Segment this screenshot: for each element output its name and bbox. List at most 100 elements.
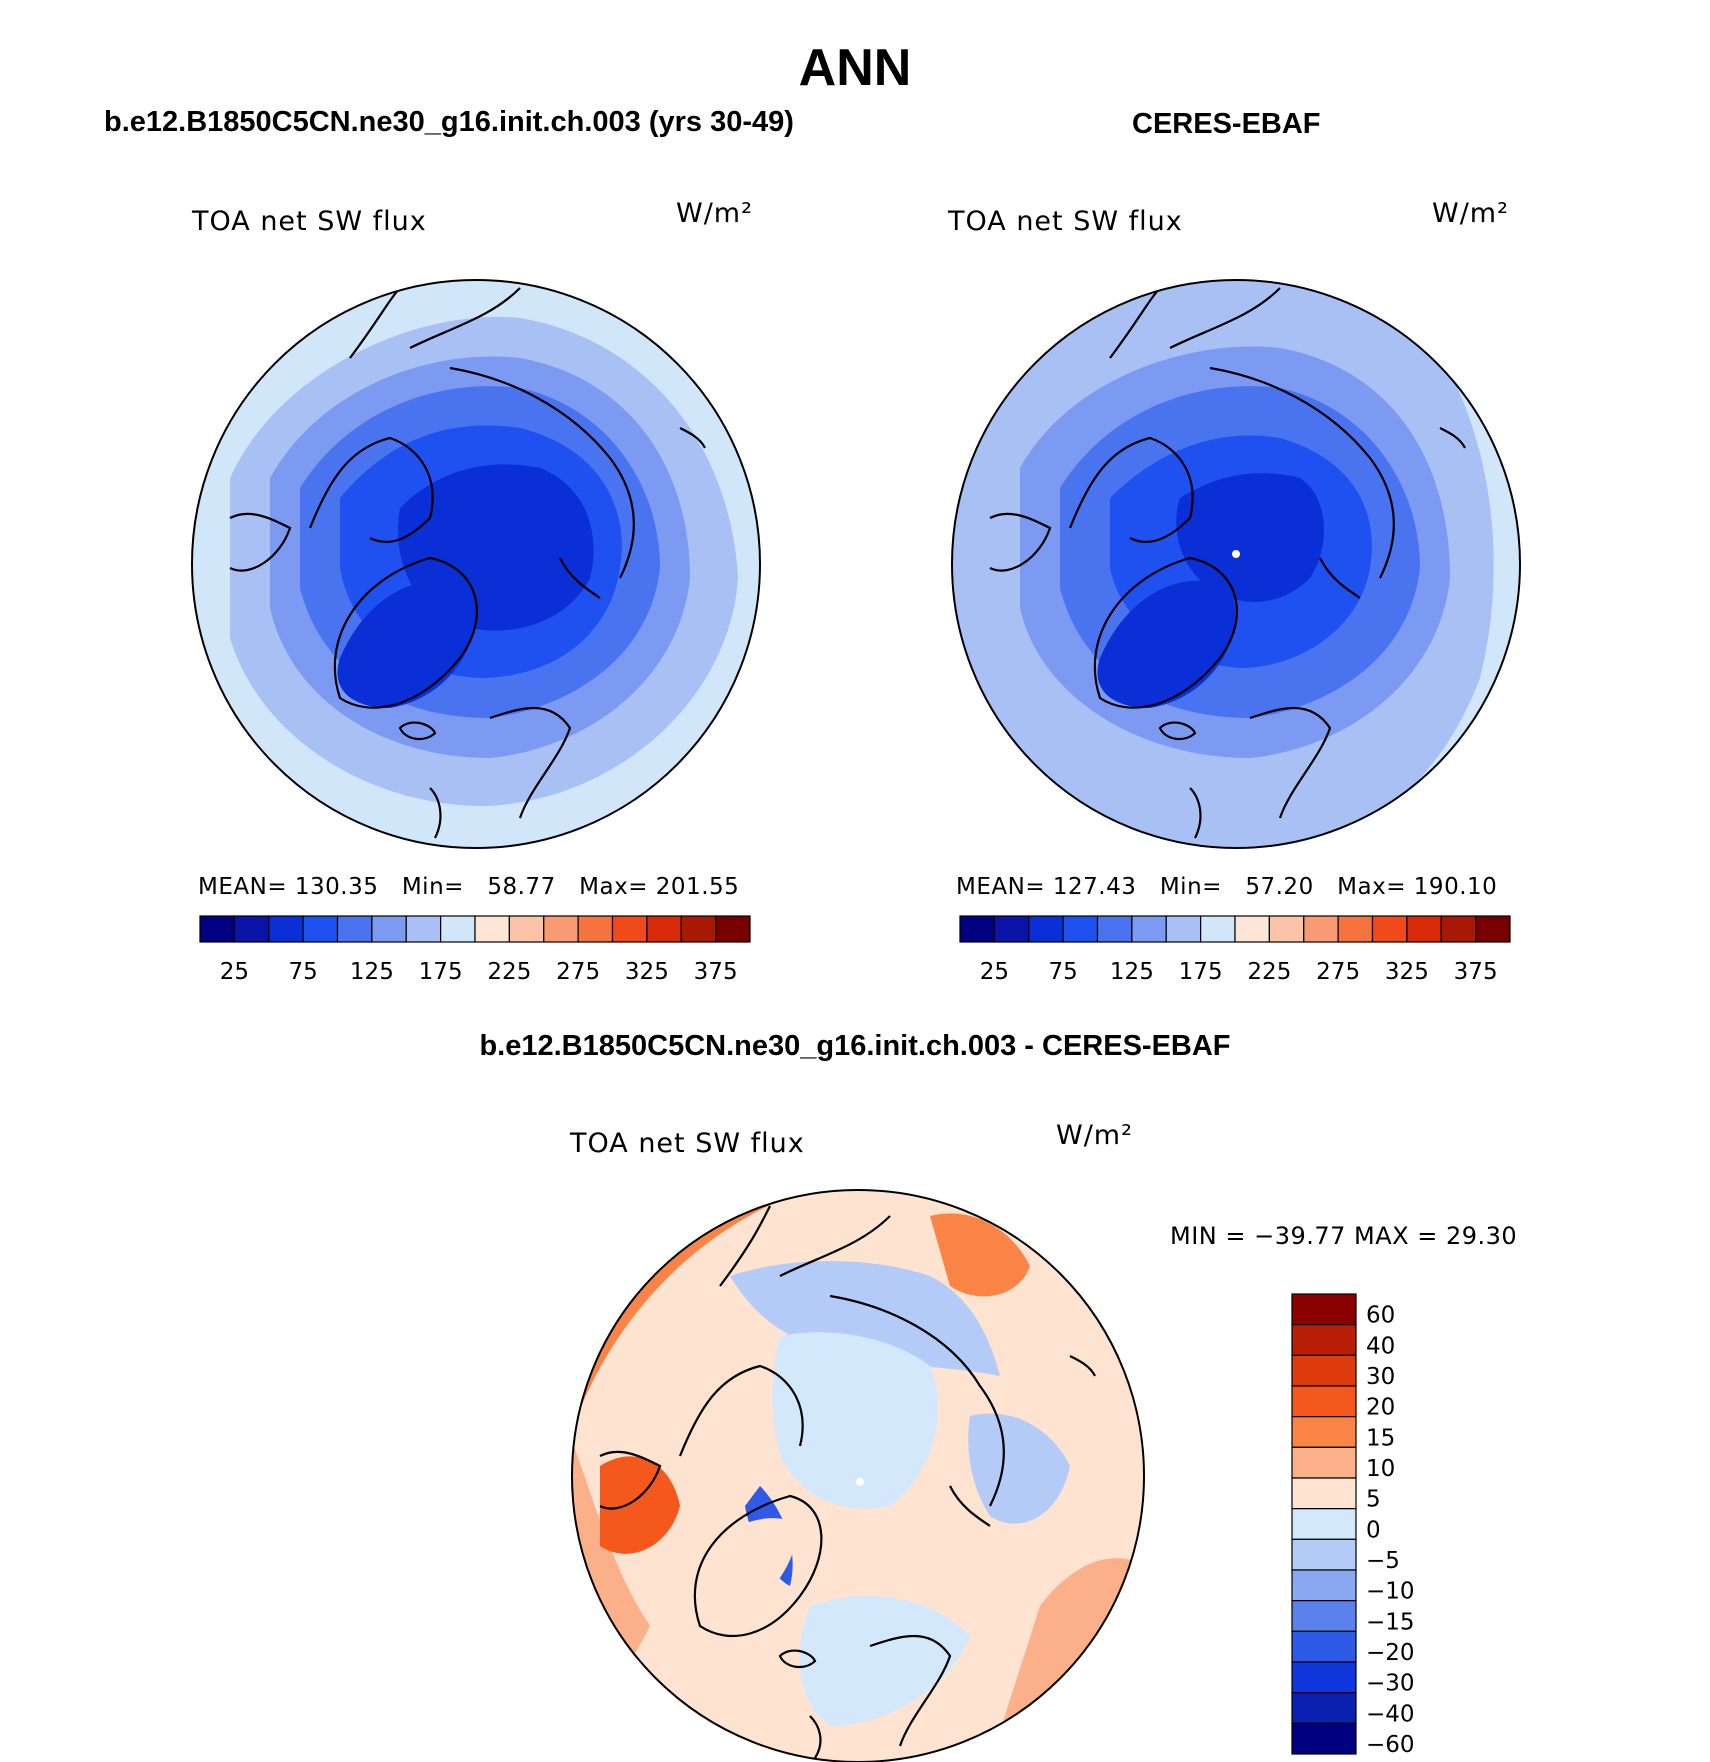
panel1-mean-label: MEAN=	[198, 874, 288, 900]
diff-colorbar-tick-label: −15	[1366, 1609, 1415, 1635]
panel1-colorbar-swatch-0	[199, 915, 235, 943]
diff-hudson-bay	[599, 1450, 662, 1510]
panel1-novaya-zemlya	[559, 557, 601, 599]
panel1-min-label: Min=	[401, 874, 464, 900]
diff-greenland-outline	[693, 1494, 823, 1638]
panel2-stats: MEAN= 127.43 Min= 57.20 Max= 190.10	[956, 874, 1497, 900]
panel2-colorbar-swatch-3	[1062, 915, 1099, 943]
panel2-scandinavia	[1249, 706, 1332, 819]
panel1-colorbar-swatch-11	[577, 915, 614, 943]
diff-colorbar-swatch-10	[1291, 1600, 1357, 1632]
panel2-colorbar-swatch-2	[1028, 915, 1064, 943]
panel1-colorbar-swatch-15	[715, 915, 751, 943]
panel2-colorbar-tick-label: 25	[980, 959, 1009, 985]
panel2-colorbar-swatch-10	[1303, 915, 1339, 943]
diff-variable-label: TOA net SW flux	[570, 1128, 805, 1159]
panel1-variable-label: TOA net SW flux	[192, 206, 427, 237]
panel2-kamchatka	[1439, 427, 1466, 449]
panel2-colorbar-swatch-13	[1406, 915, 1442, 943]
panel2-mean-value: 127.43	[1052, 874, 1137, 900]
panel2-colorbar-tick-label: 275	[1316, 959, 1360, 985]
page-title: ANN	[798, 39, 912, 97]
panel2-greenland-shade	[1097, 580, 1236, 708]
panel2-british-isles	[1189, 787, 1202, 839]
panel1-colorbar-tick-label: 275	[556, 959, 600, 985]
diff-pole-marker	[856, 1478, 864, 1486]
panel1-greenland-outline	[333, 556, 478, 709]
panel1-coastlines	[229, 287, 706, 839]
panel2-min-value: 57.20	[1245, 874, 1314, 900]
diff-colorbar-swatch-2	[1291, 1354, 1357, 1387]
panel2-band-1	[1350, 280, 1520, 848]
diff-alaska-coast	[719, 1205, 891, 1287]
diff-colorbar-tick-label: −60	[1366, 1732, 1415, 1758]
diff-colorbar-swatch-8	[1291, 1538, 1357, 1571]
panel2-colorbar-tick-label: 375	[1454, 959, 1498, 985]
diff-coastlines	[599, 1205, 1096, 1759]
diff-colorbar-tick-label: 10	[1366, 1456, 1395, 1482]
panel2-min-label: Min=	[1159, 874, 1222, 900]
panel2-band-6	[1176, 473, 1324, 602]
diff-colorbar-tick-label: 30	[1366, 1364, 1395, 1390]
diff-colorbar-tick-label: 5	[1366, 1487, 1381, 1513]
panel2-siberia-coast	[1209, 366, 1395, 579]
panel2-map-border	[951, 279, 1521, 849]
panel2-variable-label: TOA net SW flux	[948, 206, 1183, 237]
diff-colorbar-tick-label: 40	[1366, 1333, 1395, 1359]
diff-colorbar-tick-label: −5	[1366, 1548, 1400, 1574]
panel1-colorbar-tick-label: 225	[487, 959, 531, 985]
panel1-colorbar-swatch-4	[336, 915, 373, 943]
panel2-colorbar-swatch-5	[1131, 915, 1167, 943]
diff-colorbar-swatch-0	[1291, 1293, 1357, 1326]
panel2-colorbar-tick-label: 325	[1385, 959, 1429, 985]
diff-dataset-title: b.e12.B1850C5CN.ne30_g16.init.ch.003 - C…	[479, 1030, 1231, 1062]
diff-units-label: W/m²	[1056, 1120, 1133, 1151]
diff-band-positive-ne	[930, 1213, 1030, 1297]
panel1-scandinavia	[489, 706, 572, 819]
panel2-pole-marker	[1232, 550, 1240, 558]
panel2-colorbar-tick-label: 75	[1048, 959, 1077, 985]
diff-colorbar-tick-label: 0	[1366, 1517, 1381, 1543]
panel2-max-label: Max=	[1337, 874, 1406, 900]
diff-colorbar-tick-label: 15	[1366, 1425, 1395, 1451]
diff-band-near-zero	[772, 1332, 938, 1509]
panel2-colorbar-swatch-15	[1475, 915, 1511, 943]
panel2-colorbar-swatch-7	[1200, 915, 1236, 943]
panel1-dataset-title: b.e12.B1850C5CN.ne30_g16.init.ch.003 (yr…	[104, 106, 794, 138]
panel1-colorbar-tick-label: 25	[220, 959, 249, 985]
panel1-colorbar: 25 75 125 175 225 275 325 375	[199, 915, 751, 985]
panel1-colorbar-swatch-8	[474, 915, 510, 943]
diff-novaya-zemlya	[949, 1485, 991, 1527]
panel1-map-border	[191, 279, 761, 849]
diff-iceland	[778, 1649, 817, 1669]
panel2-colorbar-tick-label: 125	[1110, 959, 1154, 985]
panel1-min-value: 58.77	[487, 874, 556, 900]
panel1-siberia-coast	[449, 366, 635, 579]
diff-colorbar-swatch-5	[1291, 1446, 1357, 1479]
panel1-colorbar-swatch-14	[680, 915, 717, 943]
panel2-greenland-outline	[1093, 556, 1238, 709]
panel2-colorbar: 25 75 125 175 225 275 325 375	[959, 915, 1511, 985]
panel2-max-value: 190.10	[1413, 874, 1498, 900]
diff-colorbar-tick-label: −20	[1366, 1640, 1415, 1666]
diff-colorbar-swatch-6	[1291, 1477, 1357, 1510]
panel2-mean-label: MEAN=	[956, 874, 1046, 900]
panel2-iceland	[1158, 721, 1197, 741]
diff-colorbar-tick-label: −40	[1366, 1701, 1415, 1727]
diff-colorbar-tick-label: 60	[1366, 1303, 1395, 1329]
panel2-hudson-bay	[989, 512, 1052, 572]
diff-colorbar-swatch-14	[1291, 1722, 1357, 1755]
panel1-colorbar-swatch-3	[302, 915, 339, 943]
panel2-colorbar-swatch-11	[1337, 915, 1374, 943]
panel2-polar-map	[951, 279, 1521, 849]
panel1-kamchatka	[679, 427, 706, 449]
panel2-units-label: W/m²	[1432, 198, 1509, 229]
diff-colorbar-tick-label: −30	[1366, 1671, 1415, 1697]
panel1-stats: MEAN= 130.35 Min= 58.77 Max= 201.55	[198, 874, 739, 900]
diff-colorbar-tick-label: 20	[1366, 1395, 1395, 1421]
panel1-hudson-bay	[229, 512, 292, 572]
diff-colorbar-swatch-1	[1291, 1324, 1357, 1356]
diff-kamchatka	[1069, 1355, 1096, 1377]
panel1-greenland-shade	[337, 580, 476, 708]
panel1-colorbar-swatch-5	[371, 915, 407, 943]
